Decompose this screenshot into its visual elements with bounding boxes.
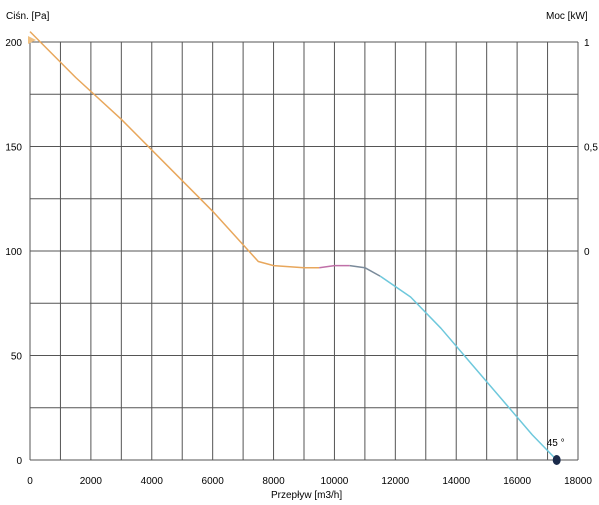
curve-segment-4 bbox=[379, 275, 558, 461]
y-right-tick-label: 0,5 bbox=[584, 143, 598, 154]
y-axis-left-label: Ciśn. [Pa] bbox=[6, 11, 50, 22]
curve-segment-3 bbox=[349, 264, 381, 277]
operating-point-marker bbox=[552, 455, 561, 465]
curve-segment-1 bbox=[29, 31, 320, 269]
x-tick-label: 8000 bbox=[262, 476, 285, 487]
markers: 45 ° bbox=[28, 36, 565, 465]
y-right-tick-label: 1 bbox=[584, 38, 590, 49]
x-tick-label: 4000 bbox=[141, 476, 164, 487]
y-left-tick-label: 200 bbox=[5, 38, 22, 49]
x-tick-label: 14000 bbox=[442, 476, 470, 487]
y-left-tick-label: 100 bbox=[5, 247, 22, 258]
x-tick-label: 12000 bbox=[381, 476, 409, 487]
x-tick-label: 0 bbox=[27, 476, 33, 487]
x-tick-label: 6000 bbox=[202, 476, 225, 487]
y-left-tick-label: 150 bbox=[5, 143, 22, 154]
y-left-tick-label: 0 bbox=[16, 456, 22, 467]
x-tick-label: 16000 bbox=[503, 476, 531, 487]
x-tick-label: 10000 bbox=[321, 476, 349, 487]
tick-labels: 0 2000 4000 6000 8000 10000 12000 14000 16000 180… bbox=[5, 38, 598, 487]
grid bbox=[29, 41, 579, 461]
operating-point-label: 45 ° bbox=[547, 438, 565, 449]
x-axis-label: Przepływ [m3/h] bbox=[271, 490, 342, 501]
x-tick-label: 2000 bbox=[80, 476, 103, 487]
curves bbox=[29, 31, 558, 461]
y-axis-right-label: Moc [kW] bbox=[546, 11, 588, 22]
x-tick-label: 18000 bbox=[564, 476, 592, 487]
y-left-tick-label: 50 bbox=[11, 352, 23, 363]
y-right-tick-label: 0 bbox=[584, 247, 590, 258]
curve-segment-2 bbox=[319, 264, 350, 269]
curve-start-marker bbox=[28, 36, 36, 44]
